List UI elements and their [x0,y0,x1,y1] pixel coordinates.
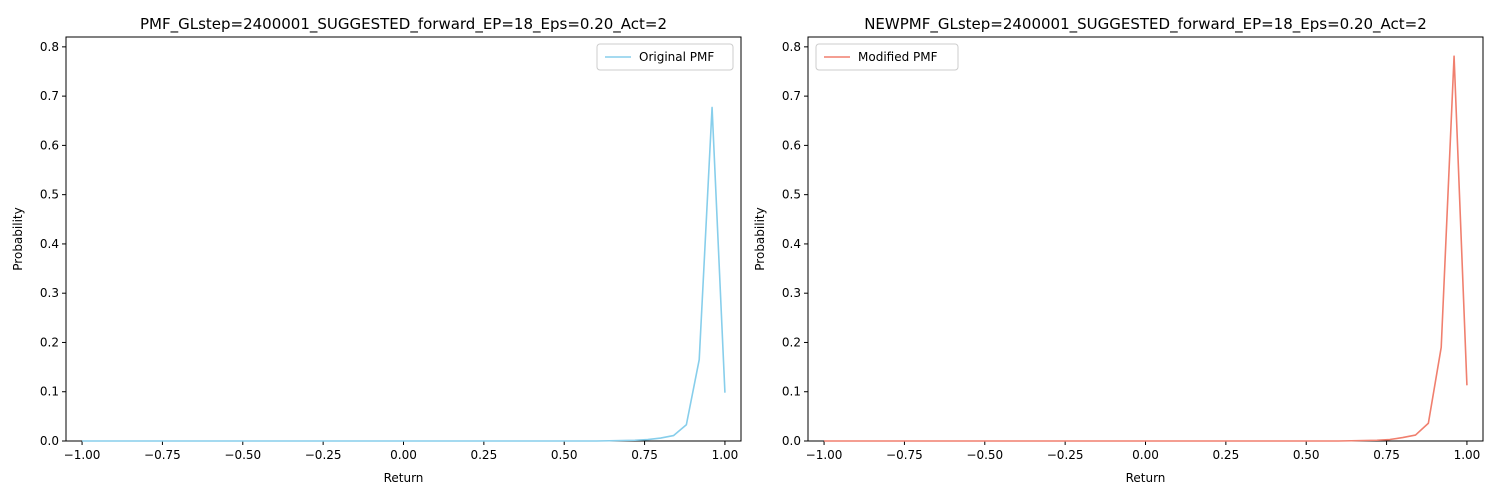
x-tick-label: −1.00 [806,448,843,462]
y-axis-label: Probability [11,207,25,270]
x-axis-label: Return [384,471,424,485]
plot-frame [65,36,742,442]
legend-label: Modified PMF [858,50,938,64]
series-line-1 [82,106,726,442]
legend: Modified PMF [815,43,959,71]
y-tick-label: 0.1 [782,385,801,399]
chart-title: PMF_GLstep=2400001_SUGGESTED_forward_EP=… [140,15,667,34]
y-tick-label: 0.8 [782,40,801,54]
x-tick-label: 0.00 [1132,448,1159,462]
chart-panel-2: NEWPMF_GLstep=2400001_SUGGESTED_forward_… [753,15,1484,485]
plot-frame [807,36,1484,442]
y-tick-label: 0.6 [782,138,801,152]
chart-title: NEWPMF_GLstep=2400001_SUGGESTED_forward_… [864,15,1427,34]
legend-box [815,43,959,71]
x-tick-label: 1.00 [712,448,739,462]
series-line-1 [824,55,1468,442]
y-tick-label: 0.4 [782,237,801,251]
y-tick-label: 0.8 [40,40,59,54]
x-tick-label: 0.75 [631,448,658,462]
y-tick-label: 0.3 [40,286,59,300]
y-tick-label: 0.4 [40,237,59,251]
x-tick-label: 0.25 [470,448,497,462]
y-tick-label: 0.3 [782,286,801,300]
y-tick-label: 0.2 [40,335,59,349]
legend-label: Original PMF [639,50,714,64]
y-tick-label: 0.0 [40,434,59,448]
x-tick-label: −0.75 [886,448,923,462]
y-tick-label: 0.5 [782,188,801,202]
x-tick-label: 0.25 [1212,448,1239,462]
x-axis-label: Return [1126,471,1166,485]
chart-panel-1: PMF_GLstep=2400001_SUGGESTED_forward_EP=… [11,15,742,485]
x-tick-label: −0.25 [305,448,342,462]
x-tick-label: −0.50 [224,448,261,462]
x-tick-label: 0.00 [390,448,417,462]
x-tick-label: −0.25 [1047,448,1084,462]
x-tick-label: −0.50 [966,448,1003,462]
y-axis-label: Probability [753,207,767,270]
y-tick-label: 0.1 [40,385,59,399]
y-tick-label: 0.7 [782,89,801,103]
legend-box [596,43,734,71]
y-tick-label: 0.7 [40,89,59,103]
y-tick-label: 0.0 [782,434,801,448]
x-tick-label: −0.75 [144,448,181,462]
legend: Original PMF [596,43,734,71]
x-tick-label: 1.00 [1454,448,1481,462]
x-tick-label: 0.50 [551,448,578,462]
y-tick-label: 0.2 [782,335,801,349]
x-tick-label: 0.75 [1373,448,1400,462]
y-tick-label: 0.5 [40,188,59,202]
x-tick-label: −1.00 [64,448,101,462]
x-tick-label: 0.50 [1293,448,1320,462]
y-tick-label: 0.6 [40,138,59,152]
